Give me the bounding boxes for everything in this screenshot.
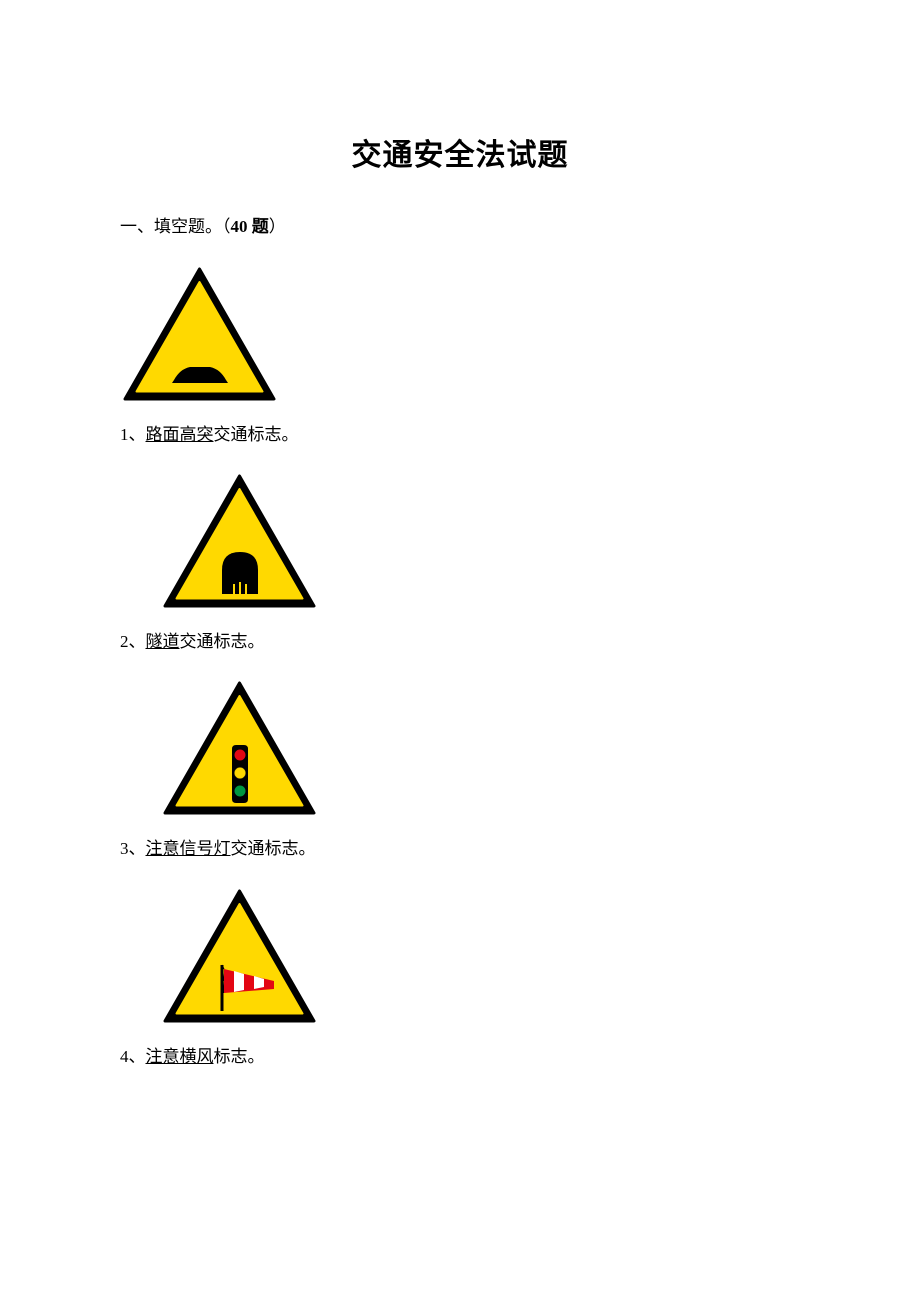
section-suffix: ） bbox=[269, 217, 286, 236]
warning-sign-icon bbox=[122, 267, 277, 403]
section-count: 40 bbox=[231, 217, 248, 236]
page-title: 交通安全法试题 bbox=[120, 130, 800, 174]
question-number: 4、 bbox=[120, 1047, 146, 1066]
question-caption: 1、路面高突交通标志。 bbox=[120, 421, 800, 448]
page: 交通安全法试题 一、填空题。（40 题） 1、路面高突交通标志。 2、隧道交通标… bbox=[0, 0, 920, 1070]
question-number: 1、 bbox=[120, 425, 146, 444]
caption-suffix: 交通标志。 bbox=[214, 425, 299, 444]
caption-suffix: 标志。 bbox=[214, 1047, 265, 1066]
questions-container: 1、路面高突交通标志。 2、隧道交通标志。 3、注意信号灯交通标志。 4、注意横… bbox=[120, 267, 800, 1070]
question-item: 2、隧道交通标志。 bbox=[120, 474, 800, 655]
question-caption: 3、注意信号灯交通标志。 bbox=[120, 835, 800, 862]
section-prefix: 一、填空题。（ bbox=[120, 217, 231, 236]
question-item: 3、注意信号灯交通标志。 bbox=[120, 681, 800, 862]
warning-sign-icon bbox=[162, 681, 317, 817]
warning-sign-icon bbox=[162, 474, 317, 610]
answer-text: 隧道 bbox=[146, 632, 180, 651]
question-number: 3、 bbox=[120, 839, 146, 858]
sign-wrap bbox=[162, 681, 800, 817]
section-count-suffix: 题 bbox=[248, 217, 269, 236]
question-item: 1、路面高突交通标志。 bbox=[120, 267, 800, 448]
sign-wrap bbox=[162, 474, 800, 610]
caption-suffix: 交通标志。 bbox=[180, 632, 265, 651]
warning-sign-icon bbox=[162, 889, 317, 1025]
question-caption: 2、隧道交通标志。 bbox=[120, 628, 800, 655]
answer-text: 注意信号灯 bbox=[146, 839, 231, 858]
caption-suffix: 交通标志。 bbox=[231, 839, 316, 858]
question-caption: 4、注意横风标志。 bbox=[120, 1043, 800, 1070]
question-number: 2、 bbox=[120, 632, 146, 651]
answer-text: 路面高突 bbox=[146, 425, 214, 444]
sign-wrap bbox=[162, 889, 800, 1025]
sign-wrap bbox=[122, 267, 800, 403]
section-heading: 一、填空题。（40 题） bbox=[120, 212, 800, 237]
answer-text: 注意横风 bbox=[146, 1047, 214, 1066]
question-item: 4、注意横风标志。 bbox=[120, 889, 800, 1070]
